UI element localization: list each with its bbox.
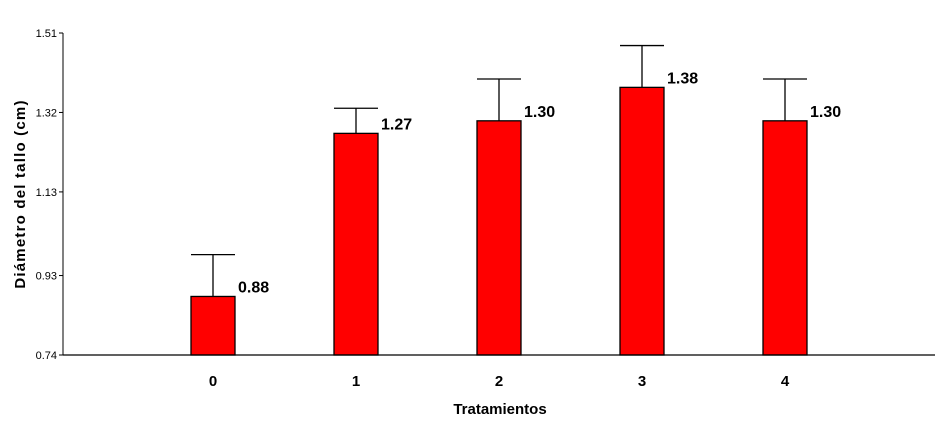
data-label-2: 1.30 bbox=[524, 104, 555, 121]
bar-3 bbox=[619, 86, 665, 356]
y-tick-label: 0.74 bbox=[36, 350, 57, 362]
data-labels-group: 0.88 1.27 1.30 1.38 1.30 bbox=[238, 70, 841, 296]
data-label-1: 1.27 bbox=[381, 116, 412, 133]
x-tick-label-0: 0 bbox=[209, 373, 217, 390]
y-axis-title: Diámetro del tallo (cm) bbox=[12, 99, 29, 288]
x-tick-label-2: 2 bbox=[495, 373, 503, 390]
data-label-4: 1.30 bbox=[810, 104, 841, 121]
x-tick-label-4: 4 bbox=[781, 373, 790, 390]
bar-0 bbox=[190, 295, 236, 356]
error-bars-group bbox=[191, 44, 807, 297]
bar-2 bbox=[476, 120, 522, 356]
bars-group bbox=[190, 86, 808, 356]
x-tick-label-1: 1 bbox=[352, 373, 360, 390]
data-label-3: 1.38 bbox=[667, 70, 698, 87]
x-axis-title: Tratamientos bbox=[453, 401, 546, 418]
bar-4 bbox=[762, 120, 808, 356]
y-tick-label: 0.93 bbox=[36, 271, 57, 283]
y-tick-label: 1.13 bbox=[36, 187, 57, 199]
x-tick-label-3: 3 bbox=[638, 373, 646, 390]
bar-1 bbox=[333, 132, 379, 356]
x-axis-labels: 0 1 2 3 4 bbox=[209, 373, 790, 390]
y-axis-ticks: 0.74 0.93 1.13 1.32 1.51 bbox=[36, 28, 63, 362]
y-tick-label: 1.51 bbox=[36, 28, 57, 40]
data-label-0: 0.88 bbox=[238, 279, 269, 296]
y-tick-label: 1.32 bbox=[36, 107, 57, 119]
